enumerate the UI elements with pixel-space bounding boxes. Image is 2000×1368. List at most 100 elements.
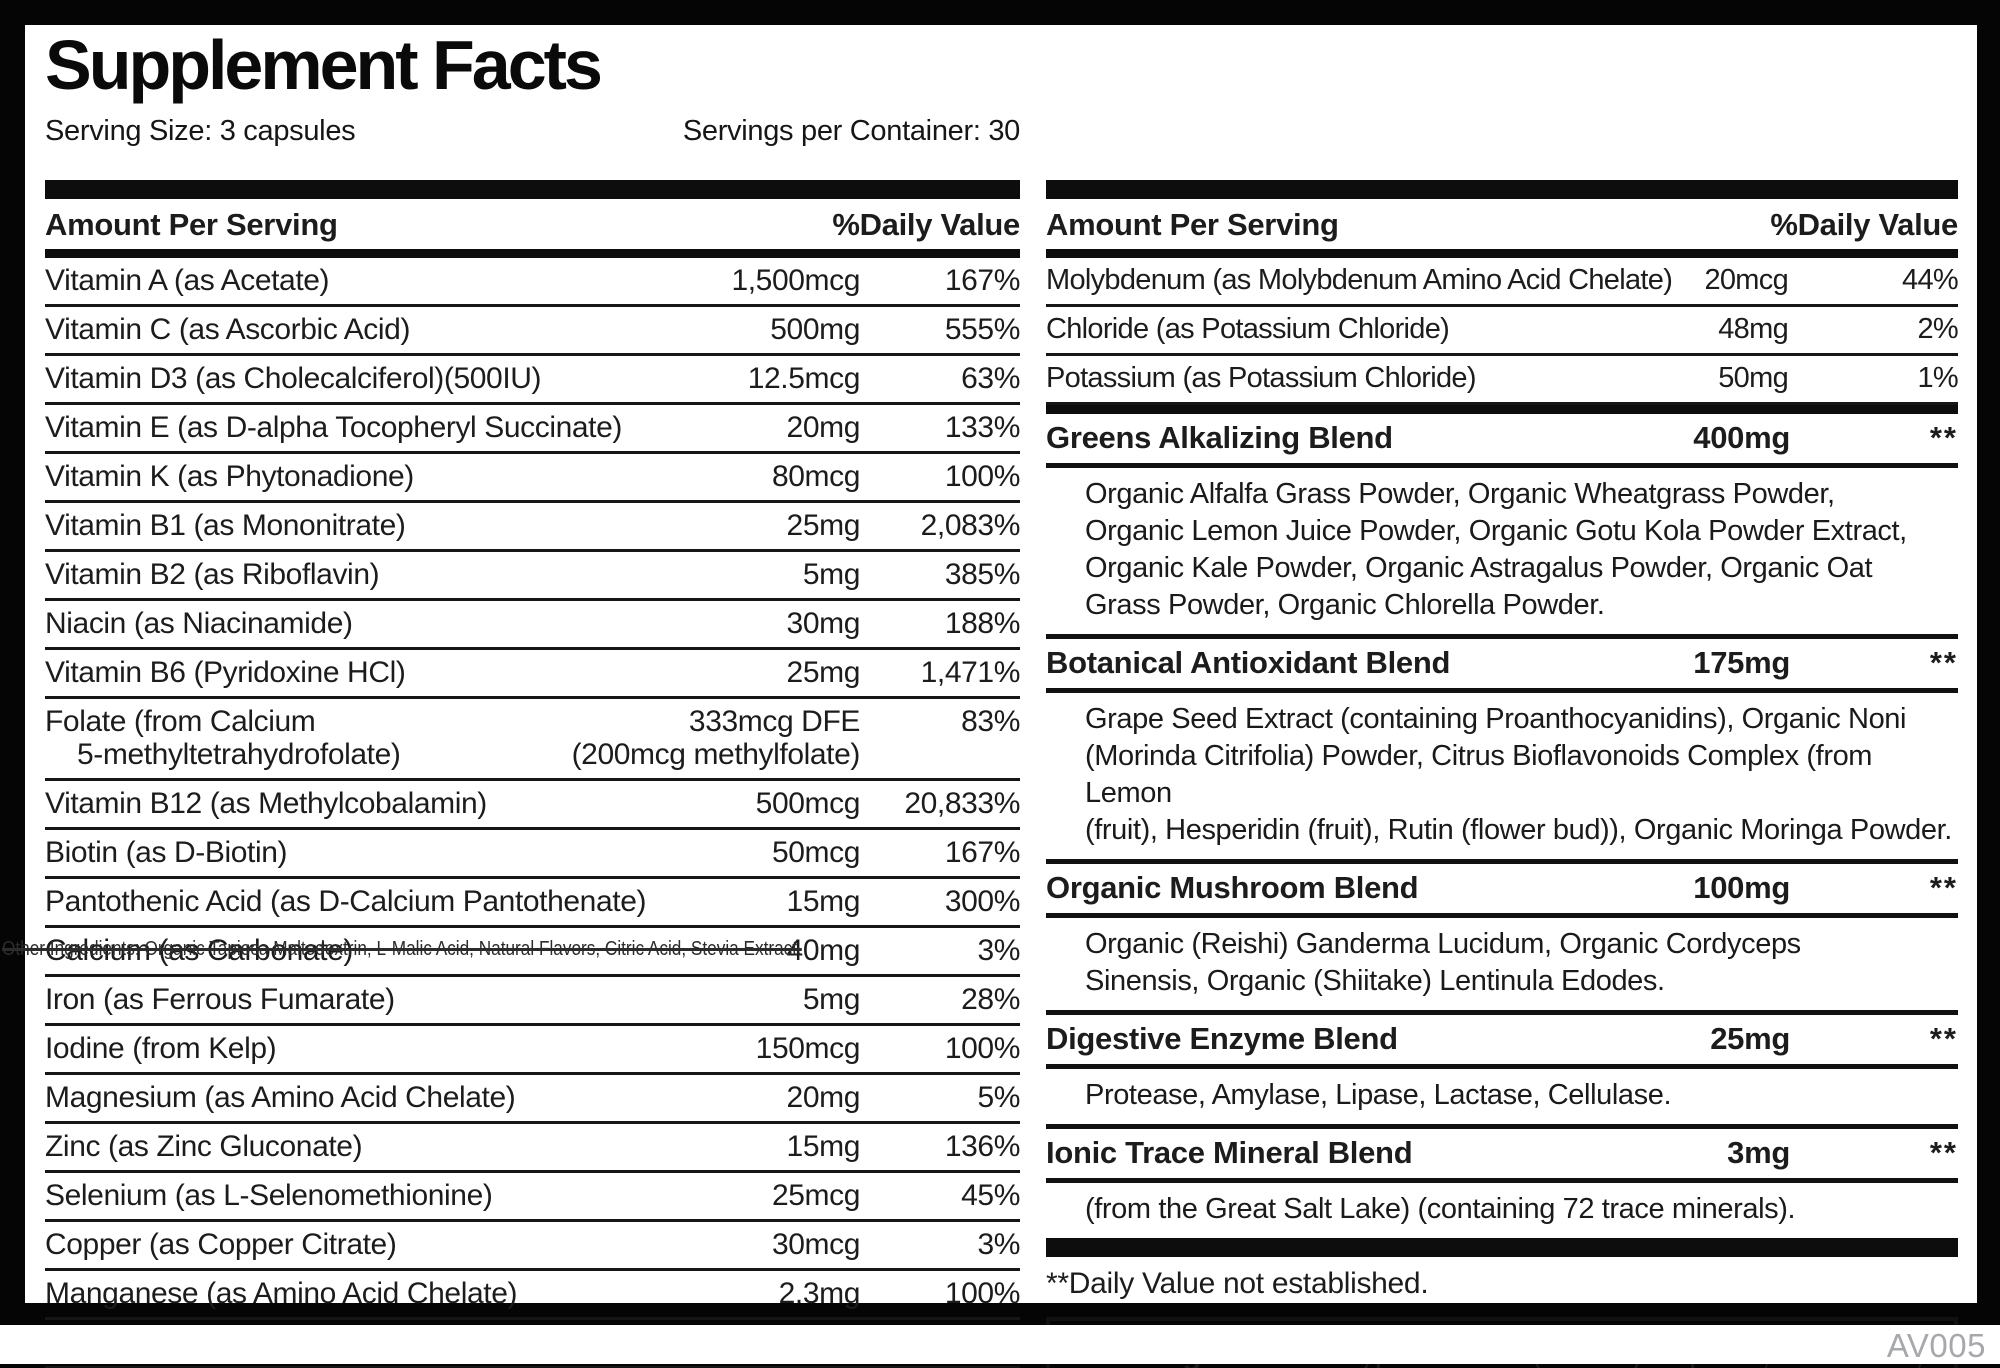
ingredient-amount: 20mg (787, 411, 861, 444)
table-row: Copper (as Copper Citrate) 30mcg 3% (45, 1222, 1020, 1271)
blend-header-row: Botanical Antioxidant Blend 175mg ** (1046, 639, 1958, 693)
ingredient-daily-value: 100% (944, 1277, 1021, 1310)
ingredient-amount-line1: 15mg (786, 1130, 861, 1163)
ingredient-daily-value: 3% (977, 1228, 1020, 1261)
ingredient-name-line1: Chloride (as Potassium Chloride) (1046, 313, 1450, 345)
left-table-header: Amount Per Serving %Daily Value (45, 199, 1020, 258)
blend-amount: 100mg (1693, 870, 1790, 905)
ingredient-amount-line1: 500mcg (755, 787, 861, 820)
ingredient-name: Molybdenum (as Molybdenum Amino Acid Che… (1046, 264, 1704, 297)
ingredient-daily-value: 100% (944, 1032, 1021, 1065)
ingredient-name-line1: Iodine (from Kelp) (45, 1032, 277, 1065)
blend-amount: 400mg (1693, 420, 1790, 455)
ingredient-name: Magnesium (as Amino Acid Chelate) (45, 1081, 787, 1114)
ingredient-name: Vitamin B2 (as Riboflavin) (45, 558, 803, 591)
ingredient-name-line1: Iron (as Ferrous Fumarate) (45, 983, 395, 1016)
blend-header-row: Greens Alkalizing Blend 400mg ** (1046, 414, 1958, 468)
table-row: Calcium (as Carbonate) 40mg 3% (45, 928, 1020, 977)
ingredient-amount-line1: 25mg (786, 656, 861, 689)
ingredient-name-line1: Calcium (as Carbonate) (45, 934, 353, 967)
ingredient-amount-line1: 5mg (802, 983, 861, 1016)
blend-amount: 25mg (1710, 1021, 1790, 1056)
strikethrough-other-ingredients-note: Other Ingredients: Organic Tapioca Malto… (2, 938, 802, 960)
ingredient-daily-value: 100% (944, 460, 1021, 493)
blend-daily-value: ** (1929, 420, 1958, 455)
ingredient-amount-line1: 30mg (786, 607, 861, 640)
ingredient-name: Vitamin B6 (Pyridoxine HCl) (45, 656, 787, 689)
table-row: Niacin (as Niacinamide) 30mg 188% (45, 601, 1020, 650)
blend-daily-value: ** (1929, 1021, 1958, 1056)
ingredient-name-line1: Molybdenum (as Molybdenum Amino Acid Che… (1046, 264, 1673, 296)
ingredient-name: Chloride (as Potassium Chloride) (1046, 313, 1718, 346)
ingredient-amount: 50mcg (772, 836, 860, 869)
table-row: Vitamin K (as Phytonadione) 80mcg 100% (45, 454, 1020, 503)
ingredient-amount-line1: 5mg (802, 558, 861, 591)
table-row: Vitamin B2 (as Riboflavin) 5mg 385% (45, 552, 1020, 601)
ingredient-daily-value: 555% (944, 313, 1021, 346)
ingredient-amount: 12.5mcg (748, 362, 861, 395)
divider-medium-bar (1046, 405, 1958, 414)
ingredient-amount: 20mg (786, 1081, 861, 1114)
ingredient-name: Pantothenic Acid (as D-Calcium Pantothen… (45, 885, 787, 918)
table-row: Molybdenum (as Molybdenum Amino Acid Che… (1046, 258, 1959, 307)
blend-header-row: Digestive Enzyme Blend 25mg ** (1046, 1015, 1958, 1069)
ingredient-daily-value: 63% (961, 362, 1020, 395)
blend-daily-value: ** (1929, 1135, 1958, 1170)
ingredient-amount: 15mg (787, 885, 861, 918)
ingredient-amount: 50mg (1718, 362, 1788, 395)
right-column: Amount Per Serving %Daily Value Molybden… (1046, 180, 1959, 1368)
blend-section: Botanical Antioxidant Blend 175mg ** Gra… (1046, 639, 1958, 864)
right-table-rows: Molybdenum (as Molybdenum Amino Acid Che… (1046, 258, 1959, 405)
ingredient-name: Vitamin B12 (as Methylcobalamin) (45, 787, 756, 820)
ingredient-name: Manganese (as Amino Acid Chelate) (45, 1277, 779, 1310)
ingredient-name-line2: 5-methyltetrahydrofolate) (77, 738, 401, 771)
ingredient-amount-line1: 333mcg DFE (688, 705, 860, 738)
ingredient-daily-value: 167% (944, 836, 1021, 869)
ingredient-name-line1: Manganese (as Amino Acid Chelate) (45, 1277, 518, 1310)
ingredient-amount-line1: 80mcg (771, 460, 860, 493)
blend-section: Digestive Enzyme Blend 25mg ** Protease,… (1046, 1015, 1958, 1129)
blend-name: Ionic Trace Mineral Blend (1046, 1135, 1413, 1170)
blend-header-row: Ionic Trace Mineral Blend 3mg ** (1046, 1129, 1958, 1183)
ingredient-amount-line1: 48mg (1718, 313, 1788, 345)
ingredient-amount: 500mcg (755, 787, 861, 820)
table-row: Vitamin C (as Ascorbic Acid) 500mg 555% (45, 307, 1020, 356)
footer-strip: AV005 (0, 1325, 2000, 1364)
ingredient-amount: 5mg (802, 983, 861, 1016)
ingredient-name-line1: Magnesium (as Amino Acid Chelate) (45, 1081, 516, 1114)
ingredient-name: Zinc (as Zinc Gluconate) (45, 1130, 787, 1163)
ingredient-amount-line1: 1,500mcg (731, 264, 860, 297)
blend-section: Greens Alkalizing Blend 400mg ** Organic… (1046, 414, 1958, 639)
ingredient-amount-line1: 50mcg (771, 836, 860, 869)
ingredient-name-line1: Vitamin E (as D-alpha Tocopheryl Succina… (45, 411, 622, 444)
blend-name: Digestive Enzyme Blend (1046, 1021, 1398, 1056)
blend-name: Organic Mushroom Blend (1046, 870, 1419, 905)
ingredient-amount: 500mg (770, 313, 860, 346)
ingredient-name: Vitamin A (as Acetate) (45, 264, 731, 297)
ingredient-amount-line1: 30mcg (771, 1228, 860, 1261)
ingredient-amount-line1: 150mcg (755, 1032, 861, 1065)
amount-per-serving-header: Amount Per Serving (45, 207, 338, 242)
ingredient-name-line1: Vitamin B2 (as Riboflavin) (45, 558, 380, 591)
ingredient-amount-line1: 25mg (786, 509, 861, 542)
ingredient-daily-value: 44% (1902, 264, 1959, 296)
ingredient-daily-value: 28% (961, 983, 1020, 1016)
ingredient-name-line1: Vitamin K (as Phytonadione) (45, 460, 414, 493)
blend-section: Ionic Trace Mineral Blend 3mg ** (from t… (1046, 1129, 1958, 1238)
blend-description: (from the Great Salt Lake) (containing 7… (1085, 1193, 1796, 1225)
ingredient-amount: 20mcg (1704, 264, 1788, 297)
ingredient-amount: 25mg (786, 509, 861, 542)
table-row: Vitamin D3 (as Cholecalciferol)(500IU) 1… (45, 356, 1020, 405)
ingredient-name-line1: Folate (from Calcium (45, 705, 316, 738)
daily-value-footnote: **Daily Value not established. (1046, 1267, 1429, 1300)
ingredient-amount: 1,500mcg (731, 264, 860, 297)
ingredient-amount: 2.3mg (779, 1277, 861, 1310)
ingredient-name: Iodine (from Kelp) (45, 1032, 756, 1065)
ingredient-amount-line1: 20mg (786, 1081, 861, 1114)
ingredient-name-line1: Pantothenic Acid (as D-Calcium Pantothen… (45, 885, 647, 918)
amount-per-serving-header: Amount Per Serving (1046, 207, 1339, 242)
ingredient-name-line1: Vitamin B1 (as Mononitrate) (45, 509, 406, 542)
ingredient-amount-line1: 500mg (770, 313, 860, 346)
ingredient-daily-value: 167% (944, 264, 1021, 297)
ingredient-daily-value: 188% (944, 607, 1021, 640)
